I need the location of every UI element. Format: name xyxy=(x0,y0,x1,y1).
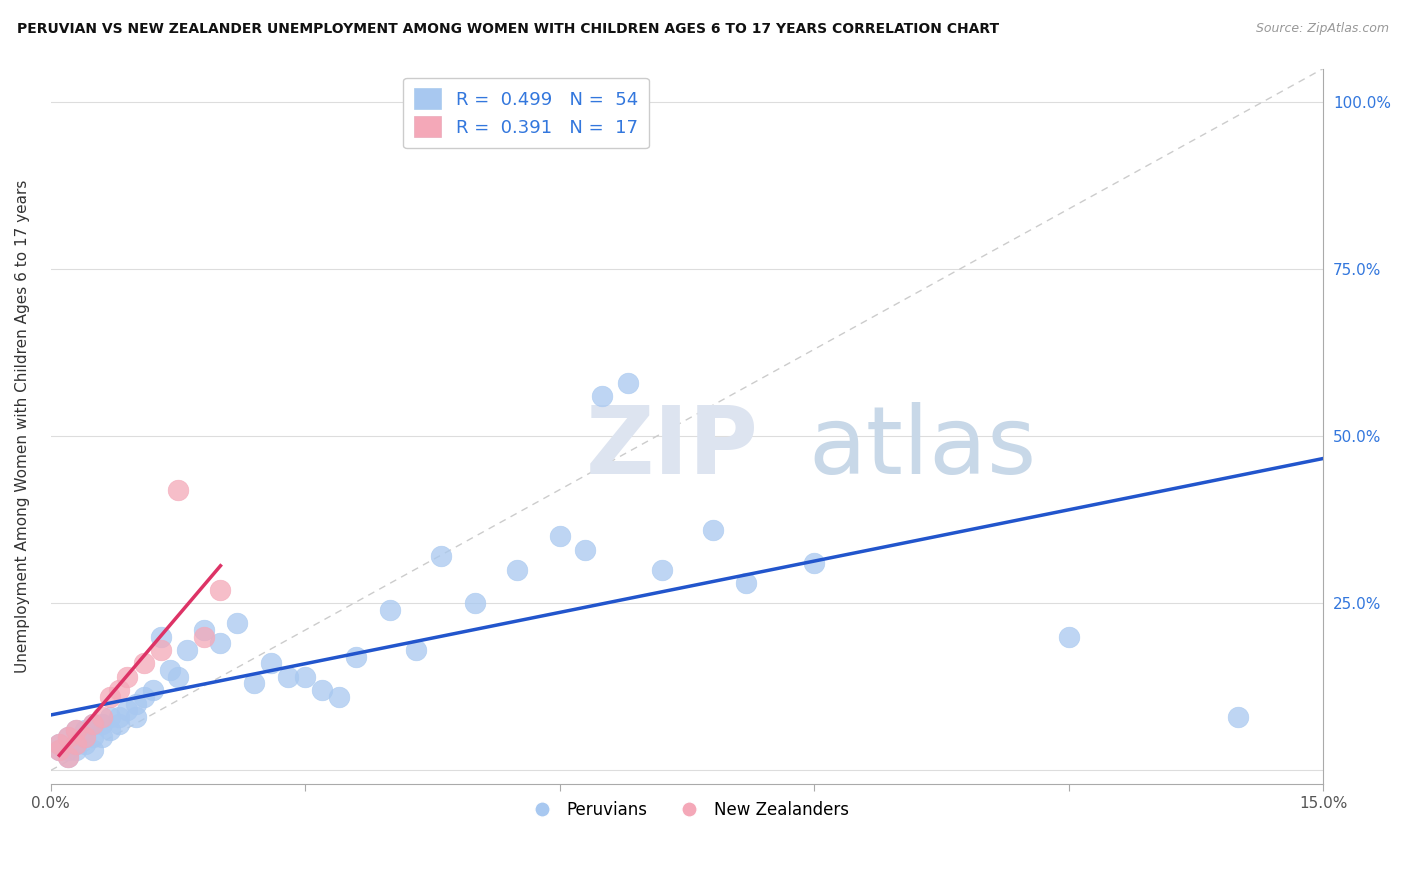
Point xyxy=(107,716,129,731)
Point xyxy=(48,737,70,751)
Point xyxy=(1057,630,1080,644)
Point xyxy=(209,582,232,597)
Point xyxy=(124,710,146,724)
Point xyxy=(82,716,104,731)
Text: ZIP: ZIP xyxy=(585,401,758,493)
Point xyxy=(98,690,121,704)
Text: Source: ZipAtlas.com: Source: ZipAtlas.com xyxy=(1256,22,1389,36)
Text: PERUVIAN VS NEW ZEALANDER UNEMPLOYMENT AMONG WOMEN WITH CHILDREN AGES 6 TO 17 YE: PERUVIAN VS NEW ZEALANDER UNEMPLOYMENT A… xyxy=(17,22,1000,37)
Point xyxy=(107,710,129,724)
Point xyxy=(430,549,453,564)
Point xyxy=(209,636,232,650)
Point xyxy=(65,743,87,757)
Point xyxy=(159,663,181,677)
Point xyxy=(134,690,156,704)
Point xyxy=(176,643,198,657)
Point xyxy=(405,643,427,657)
Point xyxy=(56,750,79,764)
Point xyxy=(90,716,112,731)
Point xyxy=(260,657,283,671)
Point xyxy=(134,657,156,671)
Point xyxy=(115,670,138,684)
Point xyxy=(90,710,112,724)
Point xyxy=(574,542,596,557)
Point xyxy=(48,743,70,757)
Text: atlas: atlas xyxy=(808,401,1036,493)
Point xyxy=(73,737,96,751)
Point xyxy=(226,616,249,631)
Point xyxy=(90,730,112,744)
Point xyxy=(56,750,79,764)
Point xyxy=(73,723,96,738)
Point xyxy=(65,723,87,738)
Point xyxy=(65,737,87,751)
Point xyxy=(115,703,138,717)
Point xyxy=(82,716,104,731)
Point xyxy=(150,643,173,657)
Point xyxy=(142,683,165,698)
Point xyxy=(311,683,333,698)
Point xyxy=(107,683,129,698)
Point xyxy=(328,690,350,704)
Point xyxy=(803,556,825,570)
Point xyxy=(56,743,79,757)
Point xyxy=(48,743,70,757)
Point xyxy=(124,697,146,711)
Point xyxy=(651,563,673,577)
Point xyxy=(378,603,401,617)
Point xyxy=(464,596,486,610)
Point xyxy=(243,676,266,690)
Point xyxy=(1227,710,1250,724)
Point xyxy=(506,563,529,577)
Point xyxy=(193,623,215,637)
Point xyxy=(56,730,79,744)
Point xyxy=(150,630,173,644)
Point xyxy=(277,670,299,684)
Point xyxy=(616,376,638,390)
Point xyxy=(735,576,758,591)
Y-axis label: Unemployment Among Women with Children Ages 6 to 17 years: Unemployment Among Women with Children A… xyxy=(15,179,30,673)
Point xyxy=(98,723,121,738)
Point xyxy=(73,730,96,744)
Point xyxy=(702,523,724,537)
Point xyxy=(73,730,96,744)
Point xyxy=(65,723,87,738)
Point xyxy=(344,649,367,664)
Point xyxy=(98,710,121,724)
Point xyxy=(56,730,79,744)
Point xyxy=(548,529,571,543)
Point xyxy=(65,737,87,751)
Point xyxy=(591,389,613,403)
Point xyxy=(167,670,190,684)
Point xyxy=(294,670,316,684)
Point xyxy=(82,730,104,744)
Point xyxy=(82,743,104,757)
Point xyxy=(48,737,70,751)
Legend: Peruvians, New Zealanders: Peruvians, New Zealanders xyxy=(519,794,856,825)
Point xyxy=(167,483,190,497)
Point xyxy=(193,630,215,644)
